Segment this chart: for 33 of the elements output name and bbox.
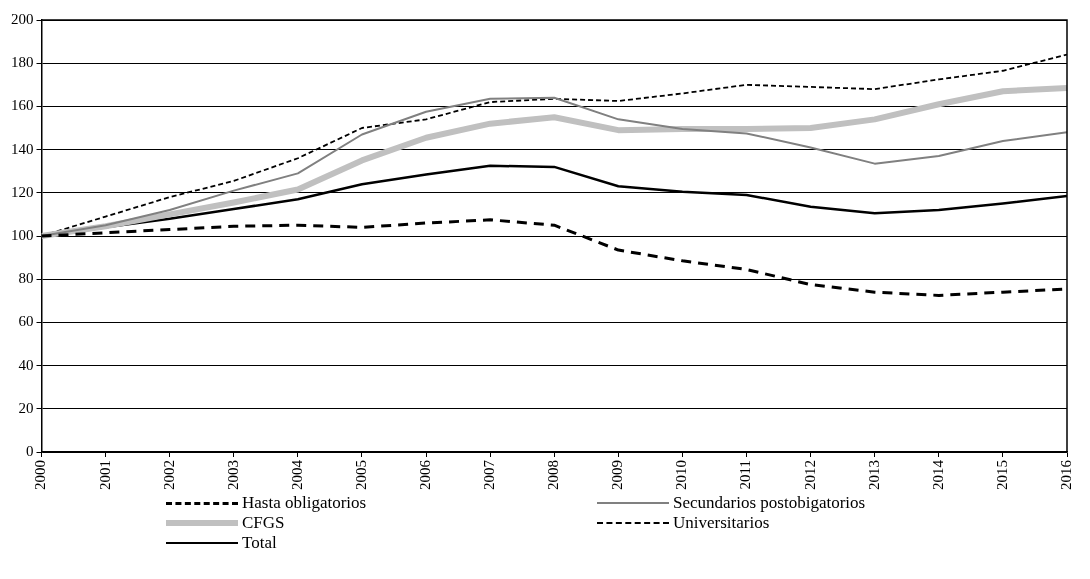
x-tick-label: 2016 (1057, 459, 1074, 490)
legend-label: CFGS (242, 513, 285, 533)
x-tick-label: 2006 (417, 459, 433, 490)
y-tick-label: 40 (18, 356, 34, 373)
x-tick-label: 2008 (545, 460, 562, 490)
x-tick-label: 2001 (96, 460, 113, 490)
legend-label: Hasta obligatorios (242, 493, 367, 513)
y-tick-label: 60 (18, 313, 34, 330)
y-tick-label: 160 (11, 97, 34, 114)
legend-label: Secundarios postobigatorios (673, 493, 866, 513)
x-tick-label: 2004 (288, 459, 305, 490)
x-tick-label: 2011 (737, 460, 754, 490)
x-tick-label: 2012 (801, 460, 818, 490)
y-tick-label: 120 (11, 183, 34, 200)
y-tick-label: 100 (11, 226, 34, 243)
legend-label: Total (242, 533, 277, 553)
y-tick-label: 200 (11, 10, 34, 27)
x-tick-label: 2010 (673, 460, 690, 490)
x-tick-label: 2007 (481, 459, 498, 490)
y-tick-label: 20 (18, 399, 34, 416)
x-tick-label: 2009 (609, 460, 626, 490)
x-tick-label: 2015 (993, 460, 1010, 490)
legend-label: Universitarios (673, 513, 770, 533)
y-tick-label: 0 (26, 442, 34, 459)
x-tick-label: 2014 (929, 459, 946, 490)
y-tick-label: 80 (18, 270, 34, 287)
x-tick-label: 2013 (865, 460, 882, 490)
x-tick-label: 2000 (32, 460, 49, 490)
x-tick-label: 2003 (224, 460, 241, 490)
y-tick-label: 180 (11, 54, 34, 71)
x-tick-label: 2002 (160, 460, 177, 490)
y-tick-label: 140 (11, 140, 34, 157)
x-tick-label: 2005 (352, 460, 369, 490)
